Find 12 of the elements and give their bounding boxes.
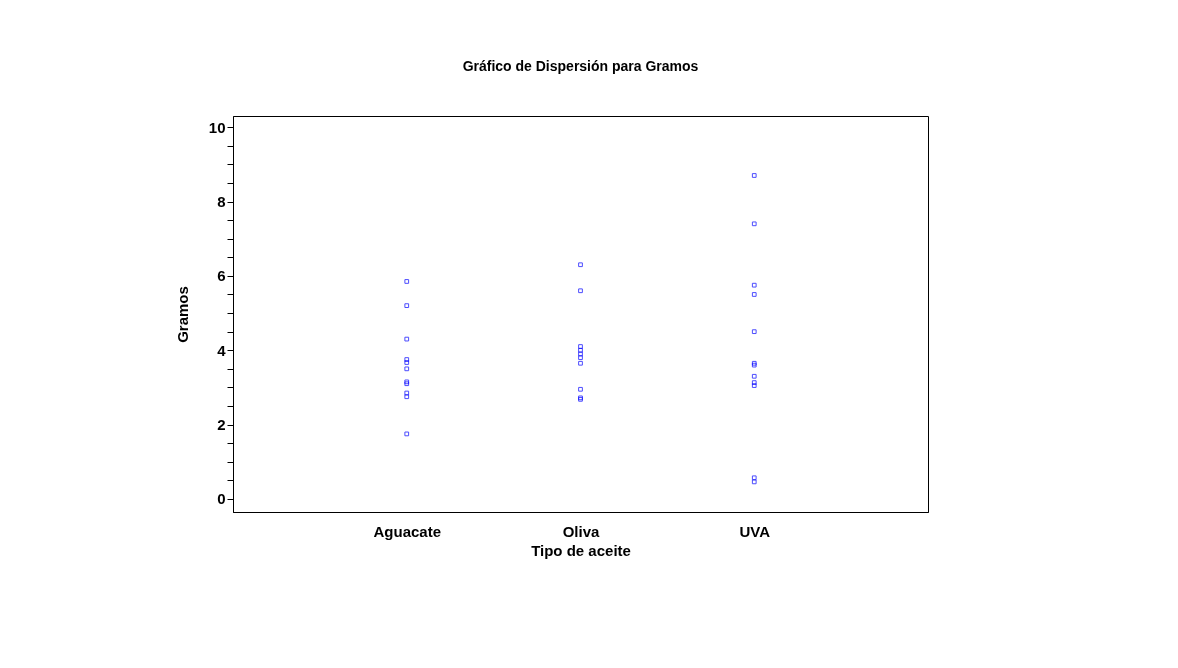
y-axis-title: Gramos — [173, 286, 191, 343]
x-axis-title: Tipo de aceite — [531, 541, 631, 559]
y-tick-label: 2 — [217, 416, 226, 434]
y-tick-label: 8 — [217, 193, 226, 211]
x-tick-label: UVA — [739, 522, 771, 540]
x-tick-label: Oliva — [562, 522, 600, 540]
y-tick-label: 10 — [208, 118, 226, 136]
chart-title: Gráfico de Dispersión para Gramos — [462, 58, 699, 74]
y-tick-label: 4 — [217, 341, 227, 359]
y-tick-label: 0 — [217, 490, 226, 508]
x-tick-label: Aguacate — [373, 522, 442, 540]
y-tick-label: 6 — [217, 267, 226, 285]
